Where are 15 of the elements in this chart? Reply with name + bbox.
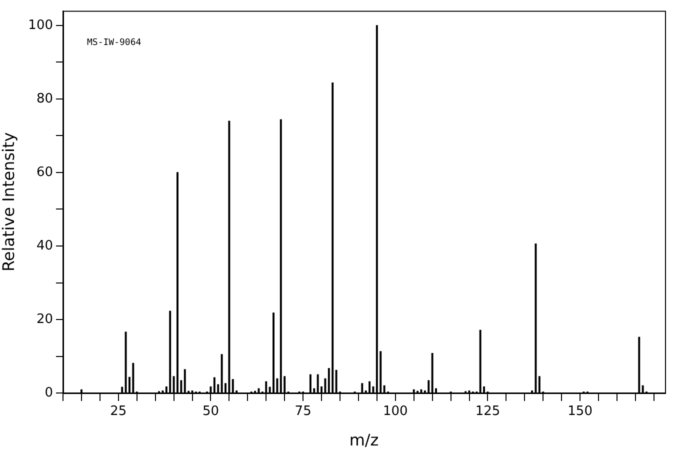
x-tick-label: 100 <box>382 404 408 420</box>
y-tick-label: 60 <box>36 164 53 180</box>
x-tick-label: 75 <box>294 404 312 420</box>
x-tick-label: 50 <box>202 404 220 420</box>
y-tick-label: 20 <box>36 312 53 327</box>
y-tick-label: 0 <box>44 385 53 400</box>
x-tick-label: 125 <box>475 404 500 420</box>
y-tick-label: 80 <box>36 91 53 106</box>
x-tick-label: 150 <box>568 404 592 420</box>
y-tick-label: 40 <box>36 238 53 254</box>
x-axis-title: m/z <box>349 430 379 450</box>
x-tick-label: 25 <box>110 404 127 420</box>
annotation: MS-IW-9064 <box>87 38 142 48</box>
y-tick-label: 100 <box>28 18 53 33</box>
y-axis-title: Relative Intensity <box>0 132 18 272</box>
